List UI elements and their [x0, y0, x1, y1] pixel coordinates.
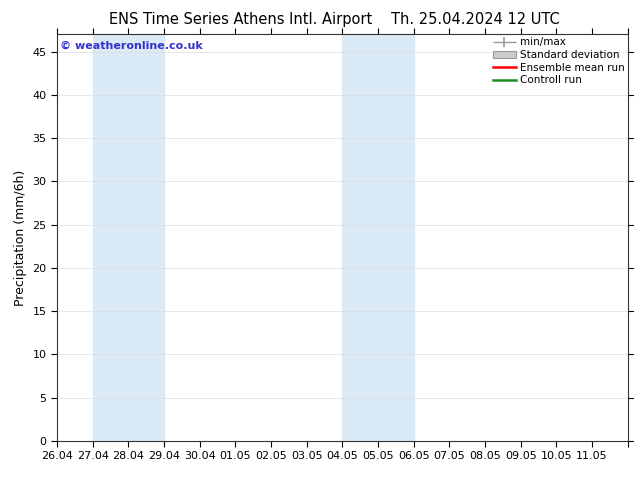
Y-axis label: Precipitation (mm/6h): Precipitation (mm/6h)	[14, 170, 27, 306]
Bar	[93, 34, 164, 441]
Legend: min/max, Standard deviation, Ensemble mean run, Controll run: min/max, Standard deviation, Ensemble me…	[491, 35, 626, 87]
Text: Th. 25.04.2024 12 UTC: Th. 25.04.2024 12 UTC	[391, 12, 560, 27]
Text: ENS Time Series Athens Intl. Airport: ENS Time Series Athens Intl. Airport	[109, 12, 373, 27]
Bar	[342, 34, 413, 441]
Text: © weatheronline.co.uk: © weatheronline.co.uk	[60, 40, 203, 50]
